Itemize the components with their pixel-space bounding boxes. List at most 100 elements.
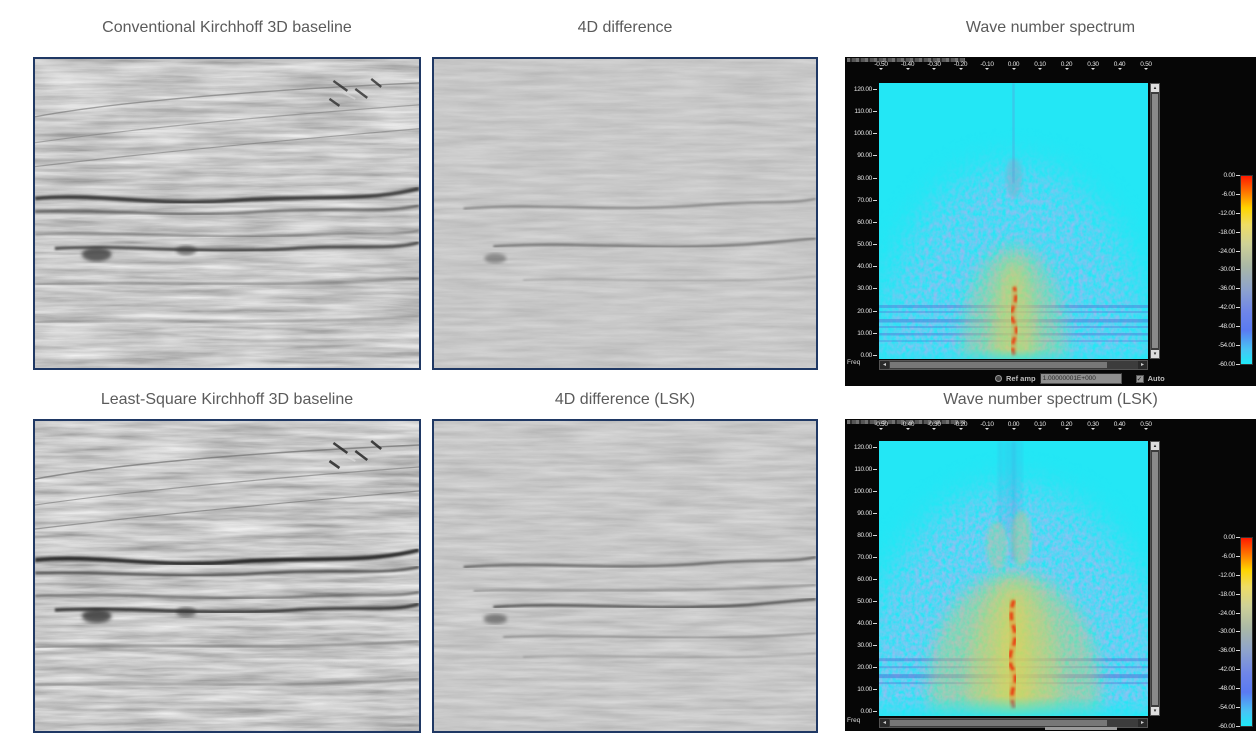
colorbar-tick: -54.00 [1194,704,1240,711]
colorbar-gradient [1240,537,1253,727]
x-axis-tick: -0.10 [975,421,999,437]
colorbar-gradient [1240,175,1253,365]
colorbar-tick: -48.00 [1194,323,1240,330]
colorbar-tick: -12.00 [1194,572,1240,579]
horizontal-scrollbar[interactable]: ◂ ▸ [879,360,1148,370]
colorbar-tick: -24.00 [1194,610,1240,617]
x-axis-tick: -0.20 [949,61,973,77]
colorbar-tick: -36.00 [1194,285,1240,292]
x-axis-tick: 0.20 [1055,61,1079,77]
spectrum-plot [879,441,1148,716]
x-axis-tick: -0.30 [922,61,946,77]
colorbar-labels: 0.00 -6.00 -12.00 -18.00 -24.00 -30.00 -36.00 -… [1194,172,1240,368]
horizontal-scrollbar[interactable]: ◂ ▸ [879,718,1148,728]
y-axis-tick: 90.00 [845,510,877,517]
y-axis-tick: 60.00 [845,576,877,583]
up-arrow-icon: ▴ [1153,443,1157,449]
spectrum-heatmap [879,83,1148,359]
x-axis-tick: 0.30 [1081,61,1105,77]
x-axis-tick: 0.40 [1108,421,1132,437]
colorbar-tick: -30.00 [1194,266,1240,273]
colorbar-tick: -54.00 [1194,342,1240,349]
y-axis-tick: 100.00 [845,130,877,137]
spectrum-controls: Ref amp ✓ Auto [995,372,1252,385]
auto-checkbox[interactable]: ✓ [1135,374,1144,383]
colorbar-tick: -6.00 [1194,553,1240,560]
frequency-axis: 120.00 110.00 100.00 90.00 80.00 70.00 60.00 50… [845,86,877,359]
seismic-texture [434,421,816,731]
wavenumber-axis: -0.50 -0.40 -0.30 -0.20 -0.10 0.00 0.10 0.20 0.3… [874,61,1152,77]
scroll-up-button[interactable]: ▴ [1151,84,1159,92]
wavenumber-axis: -0.50 -0.40 -0.30 -0.20 -0.10 0.00 0.10 0.20 0.3… [874,421,1152,437]
seismic-texture [434,59,816,368]
scroll-down-button[interactable]: ▾ [1151,707,1159,715]
x-axis-tick: 0.10 [1028,61,1052,77]
y-axis-tick: 60.00 [845,219,877,226]
horizontal-scroll-thumb[interactable] [890,362,1107,368]
y-axis-tick: 50.00 [845,598,877,605]
colorbar-tick: -60.00 [1194,723,1240,730]
y-axis-tick: 90.00 [845,152,877,159]
x-axis-tick: -0.30 [922,421,946,437]
y-axis-tick: 110.00 [845,108,877,115]
y-axis-tick: 0.00 [845,708,877,715]
y-axis-tick: 70.00 [845,554,877,561]
scroll-right-button[interactable]: ▸ [1138,361,1147,369]
vertical-scrollbar[interactable]: ▴ ▾ [1150,83,1160,359]
spectrum-heatmap [879,441,1148,716]
colorbar-tick: 0.00 [1194,172,1240,179]
vertical-scrollbar[interactable]: ▴ ▾ [1150,441,1160,716]
panel-title-difference: 4D difference [577,19,673,36]
y-axis-tick: 100.00 [845,488,877,495]
vertical-scroll-thumb[interactable] [1152,94,1158,348]
colorbar-tick: -60.00 [1194,361,1240,368]
colorbar-tick: -48.00 [1194,685,1240,692]
y-axis-tick: 70.00 [845,197,877,204]
x-axis-tick: 0.50 [1134,61,1158,77]
seismic-image-4d-difference [432,57,818,370]
colorbar: 0.00 -6.00 -12.00 -18.00 -24.00 -30.00 -36.00 -… [1194,534,1256,730]
seismic-image-conventional-baseline [33,57,421,370]
right-arrow-icon: ▸ [1140,362,1144,368]
panel-title-lsk: Least-Square Kirchhoff 3D baseline [100,391,354,408]
freq-axis-label: Freq [847,359,861,366]
scroll-down-button[interactable]: ▾ [1151,350,1159,358]
ref-amp-input[interactable] [1039,373,1122,384]
colorbar-tick: 0.00 [1194,534,1240,541]
x-axis-tick: 0.00 [1002,61,1026,77]
x-axis-tick: 0.00 [1002,421,1026,437]
spectrum-plot [879,83,1148,359]
vertical-scroll-thumb[interactable] [1152,452,1158,705]
x-axis-tick: 0.20 [1055,421,1079,437]
x-axis-tick: -0.50 [869,61,893,77]
seismic-texture [35,421,419,731]
scroll-left-button[interactable]: ◂ [880,719,889,727]
scroll-right-button[interactable]: ▸ [1138,719,1147,727]
ref-amp-radio[interactable] [995,375,1002,382]
colorbar-tick: -30.00 [1194,628,1240,635]
seismic-texture [35,59,419,368]
horizontal-scroll-thumb[interactable] [890,720,1107,726]
scroll-left-button[interactable]: ◂ [880,361,889,369]
cropped-controls-strip [1045,727,1117,730]
y-axis-tick: 50.00 [845,241,877,248]
y-axis-tick: 20.00 [845,664,877,671]
x-axis-tick: 0.50 [1134,421,1158,437]
x-axis-tick: 0.10 [1028,421,1052,437]
y-axis-tick: 110.00 [845,466,877,473]
colorbar-tick: -12.00 [1194,210,1240,217]
colorbar-tick: -42.00 [1194,304,1240,311]
y-axis-tick: 10.00 [845,686,877,693]
colorbar-tick: -18.00 [1194,229,1240,236]
panel-title-difference-lsk: 4D difference (LSK) [554,391,696,408]
panel-title-conventional: Conventional Kirchhoff 3D baseline [102,19,352,36]
colorbar-tick: -36.00 [1194,647,1240,654]
x-axis-tick: 0.30 [1081,421,1105,437]
wavenumber-spectrum-window: -0.50 -0.40 -0.30 -0.20 -0.10 0.00 0.10 0.20 0.3… [845,57,1256,386]
y-axis-tick: 10.00 [845,330,877,337]
x-axis-tick: -0.40 [896,61,920,77]
left-arrow-icon: ◂ [882,720,886,726]
right-arrow-icon: ▸ [1140,720,1144,726]
scroll-up-button[interactable]: ▴ [1151,442,1159,450]
